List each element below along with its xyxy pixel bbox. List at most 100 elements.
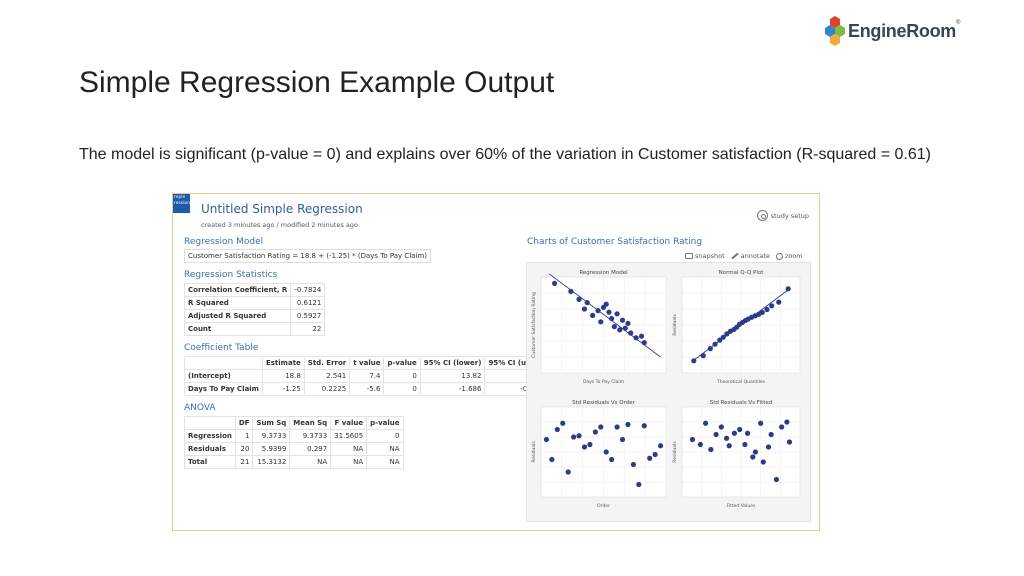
regression-equation: Customer Satisfaction Rating = 18.8 + (-… xyxy=(184,249,431,263)
zoom-button[interactable]: zoom xyxy=(775,252,803,260)
data-point xyxy=(638,333,645,339)
x-axis-label: Theoretical Quantiles xyxy=(716,379,766,385)
charts-panel: Regression Model Days To Pay Claim Custome… xyxy=(526,262,811,522)
table-cell: 15.3132 xyxy=(252,455,291,469)
brand-name: EngineRoom xyxy=(848,20,956,41)
study-title[interactable]: Untitled Simple Regression xyxy=(201,202,363,216)
y-axis-label: Residuals xyxy=(531,441,537,463)
table-cell: 0 xyxy=(383,382,421,396)
stat-value: 0.6121 xyxy=(290,296,326,310)
table-row: Count 22 xyxy=(183,322,326,336)
table-cell: 2.541 xyxy=(303,369,351,383)
column-header: DF xyxy=(234,416,254,430)
data-point xyxy=(737,426,743,433)
table-cell: NA xyxy=(366,455,404,469)
regression-statistics-heading: Regression Statistics xyxy=(184,270,278,280)
chart-title: Std Residuals Vs Order xyxy=(572,400,635,406)
data-point xyxy=(592,429,598,435)
column-header: 95% CI (lower) xyxy=(419,356,486,370)
data-point xyxy=(720,334,726,340)
data-point xyxy=(700,353,706,359)
regression-model-heading: Regression Model xyxy=(184,237,264,247)
data-point xyxy=(633,335,639,341)
column-header: p-value xyxy=(366,416,404,430)
table-cell: NA xyxy=(289,455,332,469)
data-point xyxy=(786,439,793,445)
column-header: Std. Error xyxy=(303,356,351,370)
data-point xyxy=(773,476,779,483)
data-point xyxy=(576,296,582,302)
data-point xyxy=(625,421,631,428)
study-setup-label: study setup xyxy=(770,211,809,220)
data-point xyxy=(758,420,764,426)
x-axis-label: Order xyxy=(597,503,610,509)
data-point xyxy=(590,312,596,318)
x-axis-label: Fitted Values xyxy=(727,503,756,509)
pencil-icon xyxy=(730,252,739,260)
data-point xyxy=(560,420,566,426)
table-cell: 0 xyxy=(366,429,404,443)
data-point xyxy=(595,308,601,314)
data-point xyxy=(731,430,738,436)
data-point xyxy=(571,434,577,440)
stat-value: 0.5927 xyxy=(290,309,326,323)
data-point xyxy=(576,433,582,439)
table-cell: 9.3733 xyxy=(252,429,291,443)
column-header xyxy=(184,416,236,430)
data-point xyxy=(603,449,609,455)
table-cell: NA xyxy=(366,442,404,456)
stat-label: Correlation Coefficient, R xyxy=(183,283,292,297)
data-point xyxy=(723,435,730,441)
column-header: t value xyxy=(349,356,385,370)
study-meta: created 3 minutes ago / modified 2 minut… xyxy=(201,221,359,229)
anova-heading: ANOVA xyxy=(184,403,216,413)
data-point xyxy=(717,337,723,343)
study-setup-button[interactable]: study setup xyxy=(756,210,809,221)
snapshot-label: snapshot xyxy=(695,252,725,260)
annotate-button[interactable]: annotate xyxy=(730,252,770,260)
table-row: Total 21 15.3132 NA NA NA xyxy=(184,455,404,469)
data-point xyxy=(697,441,703,448)
data-point xyxy=(708,446,714,453)
column-header xyxy=(184,356,263,370)
data-point xyxy=(765,444,772,450)
column-header: Mean Sq xyxy=(289,416,332,430)
row-label: Regression xyxy=(184,429,236,443)
data-point xyxy=(647,455,653,461)
data-point xyxy=(689,436,696,443)
y-axis-label: Customer Satisfaction Rating xyxy=(531,292,537,358)
annotate-label: annotate xyxy=(740,252,770,260)
zoom-label: zoom xyxy=(784,252,803,260)
data-point xyxy=(598,319,604,325)
table-row: Adjusted R Squared 0.5927 xyxy=(183,309,326,323)
x-axis-label: Days To Pay Claim xyxy=(583,379,624,385)
row-label: Total xyxy=(184,455,236,469)
table-cell: NA xyxy=(330,442,368,456)
brand-trademark: ® xyxy=(956,20,961,26)
snapshot-button[interactable]: snapshot xyxy=(685,252,725,260)
side-tab[interactable]: mple ression xyxy=(173,194,190,213)
column-header: Estimate xyxy=(261,356,305,370)
data-point xyxy=(713,431,719,438)
data-point xyxy=(609,456,615,463)
data-point xyxy=(565,469,571,475)
table-cell: 18.8 xyxy=(261,369,305,383)
data-point xyxy=(764,306,770,313)
data-point xyxy=(759,309,765,316)
table-cell: 21 xyxy=(234,455,254,469)
data-point xyxy=(760,459,766,465)
data-point xyxy=(784,419,790,425)
row-label: Days To Pay Claim xyxy=(184,382,263,396)
data-point xyxy=(630,461,636,468)
data-point xyxy=(779,424,785,430)
table-cell: 5.9399 xyxy=(252,442,291,456)
data-point xyxy=(718,424,724,430)
chart-toolbar: snapshot annotate zoom xyxy=(685,252,803,260)
app-screenshot: mple ression Untitled Simple Regression … xyxy=(172,193,820,531)
charts-svg: Regression Model Days To Pay Claim Custome… xyxy=(531,270,801,509)
data-point xyxy=(652,451,658,458)
data-point xyxy=(603,301,609,307)
data-point xyxy=(625,320,631,326)
